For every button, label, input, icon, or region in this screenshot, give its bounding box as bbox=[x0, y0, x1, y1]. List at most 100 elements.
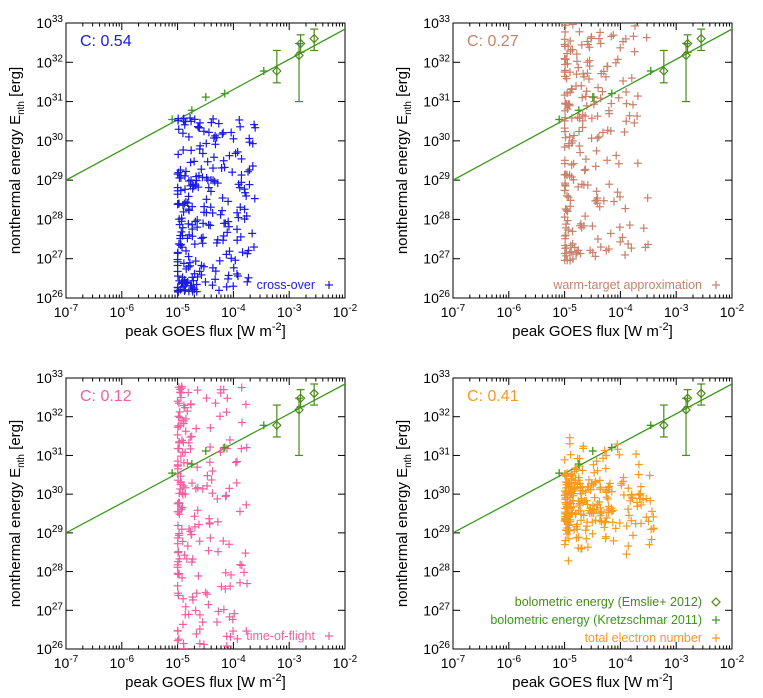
data-point bbox=[590, 505, 599, 514]
data-point bbox=[597, 517, 606, 526]
data-point bbox=[173, 249, 182, 258]
data-point bbox=[244, 273, 253, 282]
data-point bbox=[219, 605, 228, 614]
data-point bbox=[182, 246, 191, 255]
data-point bbox=[621, 250, 630, 259]
data-point bbox=[596, 485, 605, 494]
data-point bbox=[182, 554, 191, 563]
data-point bbox=[174, 547, 183, 556]
data-point bbox=[223, 394, 232, 403]
data-point bbox=[594, 34, 603, 43]
data-point bbox=[591, 162, 600, 171]
data-point bbox=[195, 267, 204, 276]
data-point bbox=[560, 256, 569, 265]
data-point bbox=[206, 533, 215, 542]
data-point bbox=[582, 101, 591, 110]
data-point bbox=[644, 517, 653, 526]
data-point bbox=[566, 196, 575, 205]
data-point bbox=[211, 140, 220, 149]
data-point bbox=[630, 118, 639, 127]
data-point bbox=[595, 476, 604, 485]
data-point bbox=[219, 536, 228, 545]
data-point bbox=[176, 234, 185, 243]
data-point bbox=[568, 496, 577, 505]
data-point bbox=[212, 618, 221, 627]
data-point bbox=[633, 159, 642, 168]
emslie-point bbox=[271, 404, 282, 438]
data-point bbox=[221, 492, 230, 501]
y-tick-label: 1031 bbox=[36, 446, 63, 463]
data-point bbox=[586, 504, 595, 513]
data-point bbox=[225, 151, 234, 160]
y-tick-label: 1029 bbox=[36, 171, 63, 188]
data-point bbox=[248, 162, 257, 171]
data-point bbox=[588, 518, 597, 527]
data-point bbox=[566, 47, 575, 56]
data-point bbox=[182, 264, 191, 273]
data-point bbox=[245, 165, 254, 174]
data-point bbox=[173, 267, 182, 276]
data-point bbox=[173, 626, 182, 635]
panel-2: 10-7 10-6 10-5 10-4 10-3 10-2 1026 1027 1028 1029… bbox=[394, 14, 745, 340]
data-point bbox=[616, 237, 625, 246]
y-tick-label: 1033 bbox=[36, 369, 63, 386]
y-axis-label: nonthermal energy Enth [erg] bbox=[394, 420, 414, 607]
data-point bbox=[218, 193, 227, 202]
data-point bbox=[598, 128, 607, 137]
data-point bbox=[230, 609, 239, 618]
data-point bbox=[184, 132, 193, 141]
y-tick-label: 1033 bbox=[36, 14, 63, 31]
data-point bbox=[183, 542, 192, 551]
data-point bbox=[627, 491, 636, 500]
data-point bbox=[194, 571, 203, 580]
data-point bbox=[582, 87, 591, 96]
kretzschmar-point bbox=[607, 89, 616, 98]
data-point bbox=[612, 151, 621, 160]
data-point bbox=[581, 92, 590, 101]
data-point bbox=[240, 185, 249, 194]
data-point bbox=[183, 407, 192, 416]
data-point bbox=[174, 125, 183, 134]
data-point bbox=[582, 522, 591, 531]
data-point bbox=[184, 192, 193, 201]
data-point bbox=[225, 484, 234, 493]
axis-ticks bbox=[65, 22, 346, 299]
data-point bbox=[243, 249, 252, 258]
data-point bbox=[589, 100, 598, 109]
data-point bbox=[566, 68, 575, 77]
data-point bbox=[594, 83, 603, 92]
data-point bbox=[211, 275, 220, 284]
data-point bbox=[192, 424, 201, 433]
data-point bbox=[577, 494, 586, 503]
data-point bbox=[590, 493, 599, 502]
data-point bbox=[574, 63, 583, 72]
data-point bbox=[184, 287, 193, 296]
data-point bbox=[562, 74, 571, 83]
data-point bbox=[645, 540, 654, 549]
x-axis-label: peak GOES flux [W m-2] bbox=[125, 672, 286, 691]
data-point bbox=[193, 122, 202, 131]
data-point bbox=[237, 561, 246, 570]
data-point bbox=[603, 62, 612, 71]
data-point bbox=[193, 506, 202, 515]
data-point bbox=[233, 236, 242, 245]
data-point bbox=[206, 187, 215, 196]
data-point bbox=[620, 127, 629, 136]
x-tick-label: 10-5 bbox=[165, 654, 190, 671]
data-point bbox=[195, 639, 204, 648]
data-point bbox=[628, 531, 637, 540]
data-point bbox=[572, 50, 581, 59]
data-point bbox=[173, 283, 182, 292]
correlation-label: C: 0.12 bbox=[80, 388, 132, 405]
data-point bbox=[192, 287, 201, 296]
data-point bbox=[570, 484, 579, 493]
kretzschmar-point bbox=[220, 89, 229, 98]
data-point bbox=[229, 282, 238, 291]
data-point bbox=[181, 610, 190, 619]
data-point bbox=[218, 206, 227, 215]
data-point bbox=[173, 457, 182, 466]
data-point bbox=[245, 180, 254, 189]
data-point bbox=[567, 84, 576, 93]
x-tick-label: 10-3 bbox=[277, 303, 302, 320]
data-point bbox=[181, 185, 190, 194]
